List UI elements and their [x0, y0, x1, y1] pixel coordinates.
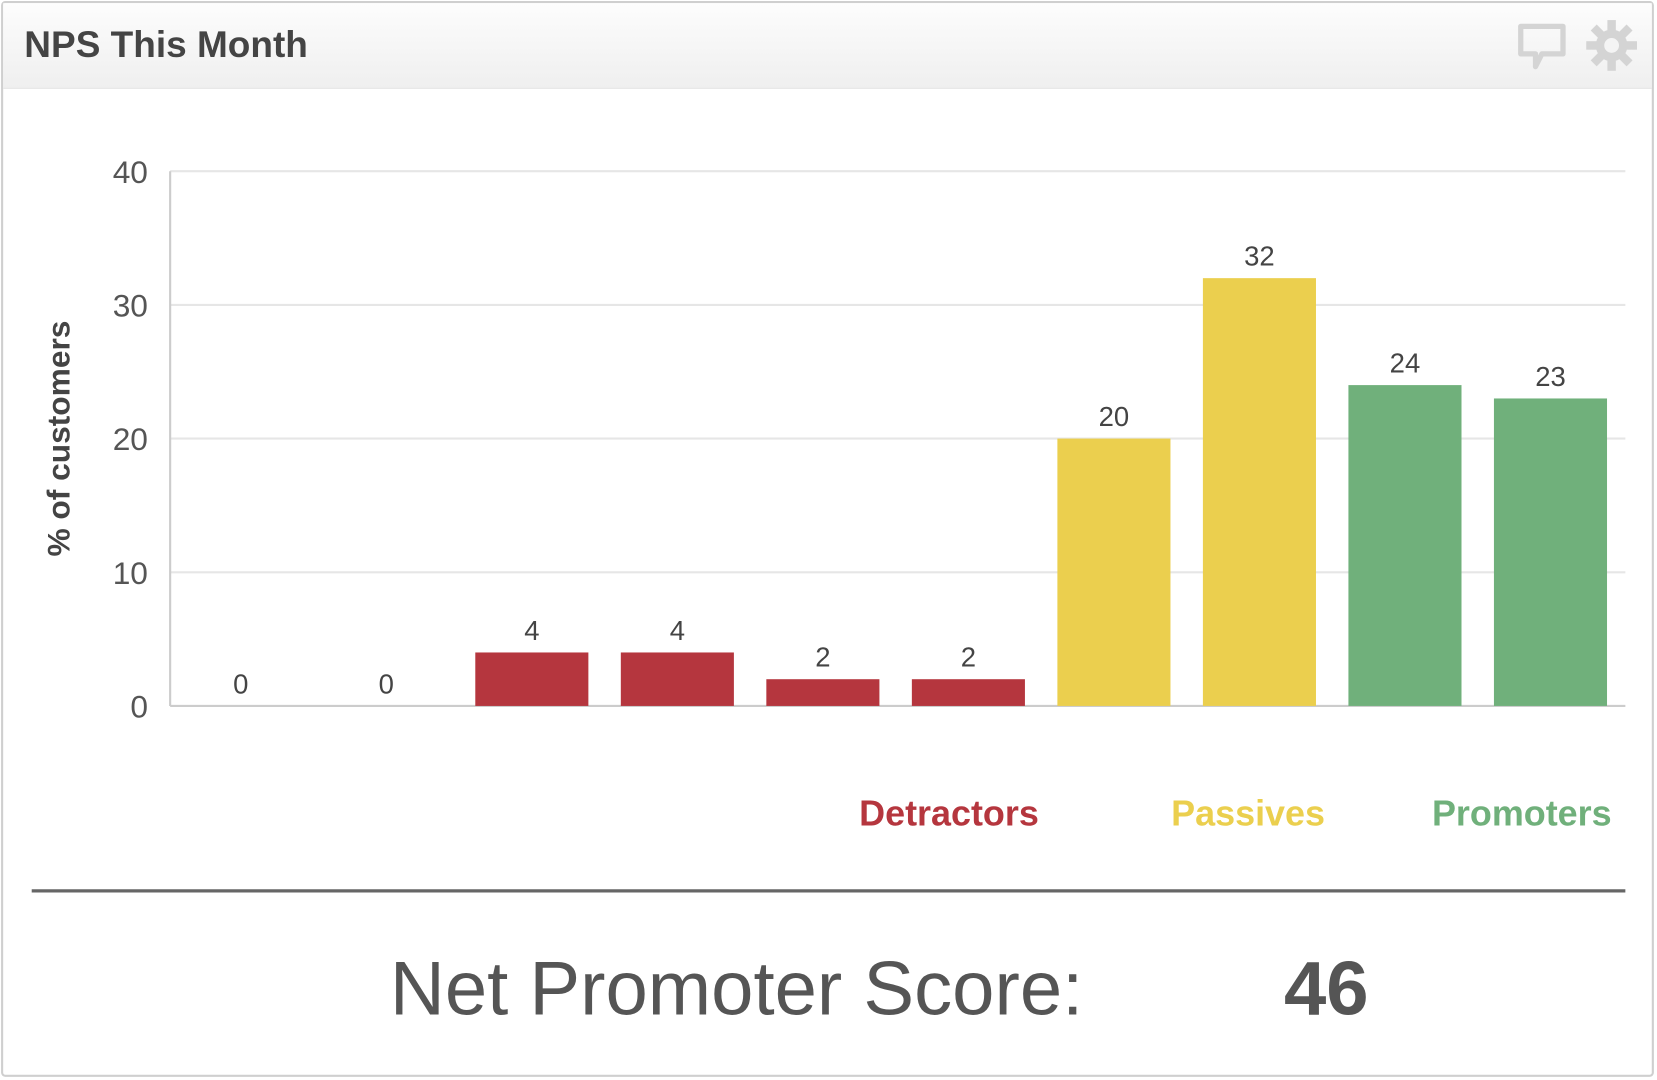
bar-promoter[interactable]	[1348, 385, 1462, 706]
bar-detractor[interactable]	[766, 679, 880, 706]
comment-icon[interactable]	[1514, 18, 1569, 73]
bar-detractor[interactable]	[475, 652, 589, 706]
y-axis-label: % of customers	[41, 321, 77, 557]
data-label: 32	[1244, 240, 1275, 271]
y-tick-label: 40	[113, 154, 148, 190]
gear-icon[interactable]	[1584, 18, 1639, 73]
data-label: 2	[961, 642, 976, 673]
bar-passive[interactable]	[1202, 278, 1316, 706]
data-label: 4	[670, 615, 685, 646]
bar-detractor[interactable]	[620, 652, 734, 706]
data-label: 0	[379, 668, 394, 699]
nps-value: 46	[1284, 947, 1369, 1032]
y-tick-label: 30	[113, 288, 148, 324]
widget-header: NPS This Month	[3, 3, 1652, 89]
data-label: 20	[1099, 401, 1130, 432]
legend-promoters: Promoters	[1432, 792, 1612, 833]
bar-passive[interactable]	[1057, 438, 1171, 706]
y-tick-label: 20	[113, 421, 148, 457]
legend-detractors: Detractors	[859, 792, 1039, 833]
legend-passives: Passives	[1171, 792, 1325, 833]
bar-promoter[interactable]	[1493, 398, 1608, 706]
y-tick-label: 0	[130, 689, 148, 725]
data-label: 0	[233, 668, 248, 699]
data-label: 4	[524, 615, 539, 646]
data-label: 2	[815, 642, 830, 673]
widget-title: NPS This Month	[24, 24, 308, 66]
nps-label: Net Promoter Score:	[390, 947, 1083, 1032]
y-tick-label: 10	[113, 555, 148, 591]
bar-detractor[interactable]	[911, 679, 1025, 706]
data-label: 24	[1390, 347, 1421, 378]
data-label: 23	[1535, 361, 1566, 392]
